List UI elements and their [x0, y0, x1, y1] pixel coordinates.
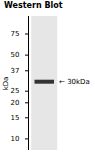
svg-text:15: 15 — [11, 114, 20, 122]
svg-text:← 30kDa: ← 30kDa — [59, 78, 90, 86]
svg-text:10: 10 — [11, 135, 20, 143]
svg-text:50: 50 — [11, 51, 20, 59]
svg-text:75: 75 — [11, 30, 20, 38]
svg-text:kDa: kDa — [2, 77, 10, 91]
html-text:Western Blot: Western Blot — [4, 1, 63, 10]
svg-text:25: 25 — [11, 87, 20, 95]
svg-text:37: 37 — [11, 67, 20, 75]
svg-text:20: 20 — [11, 99, 20, 107]
